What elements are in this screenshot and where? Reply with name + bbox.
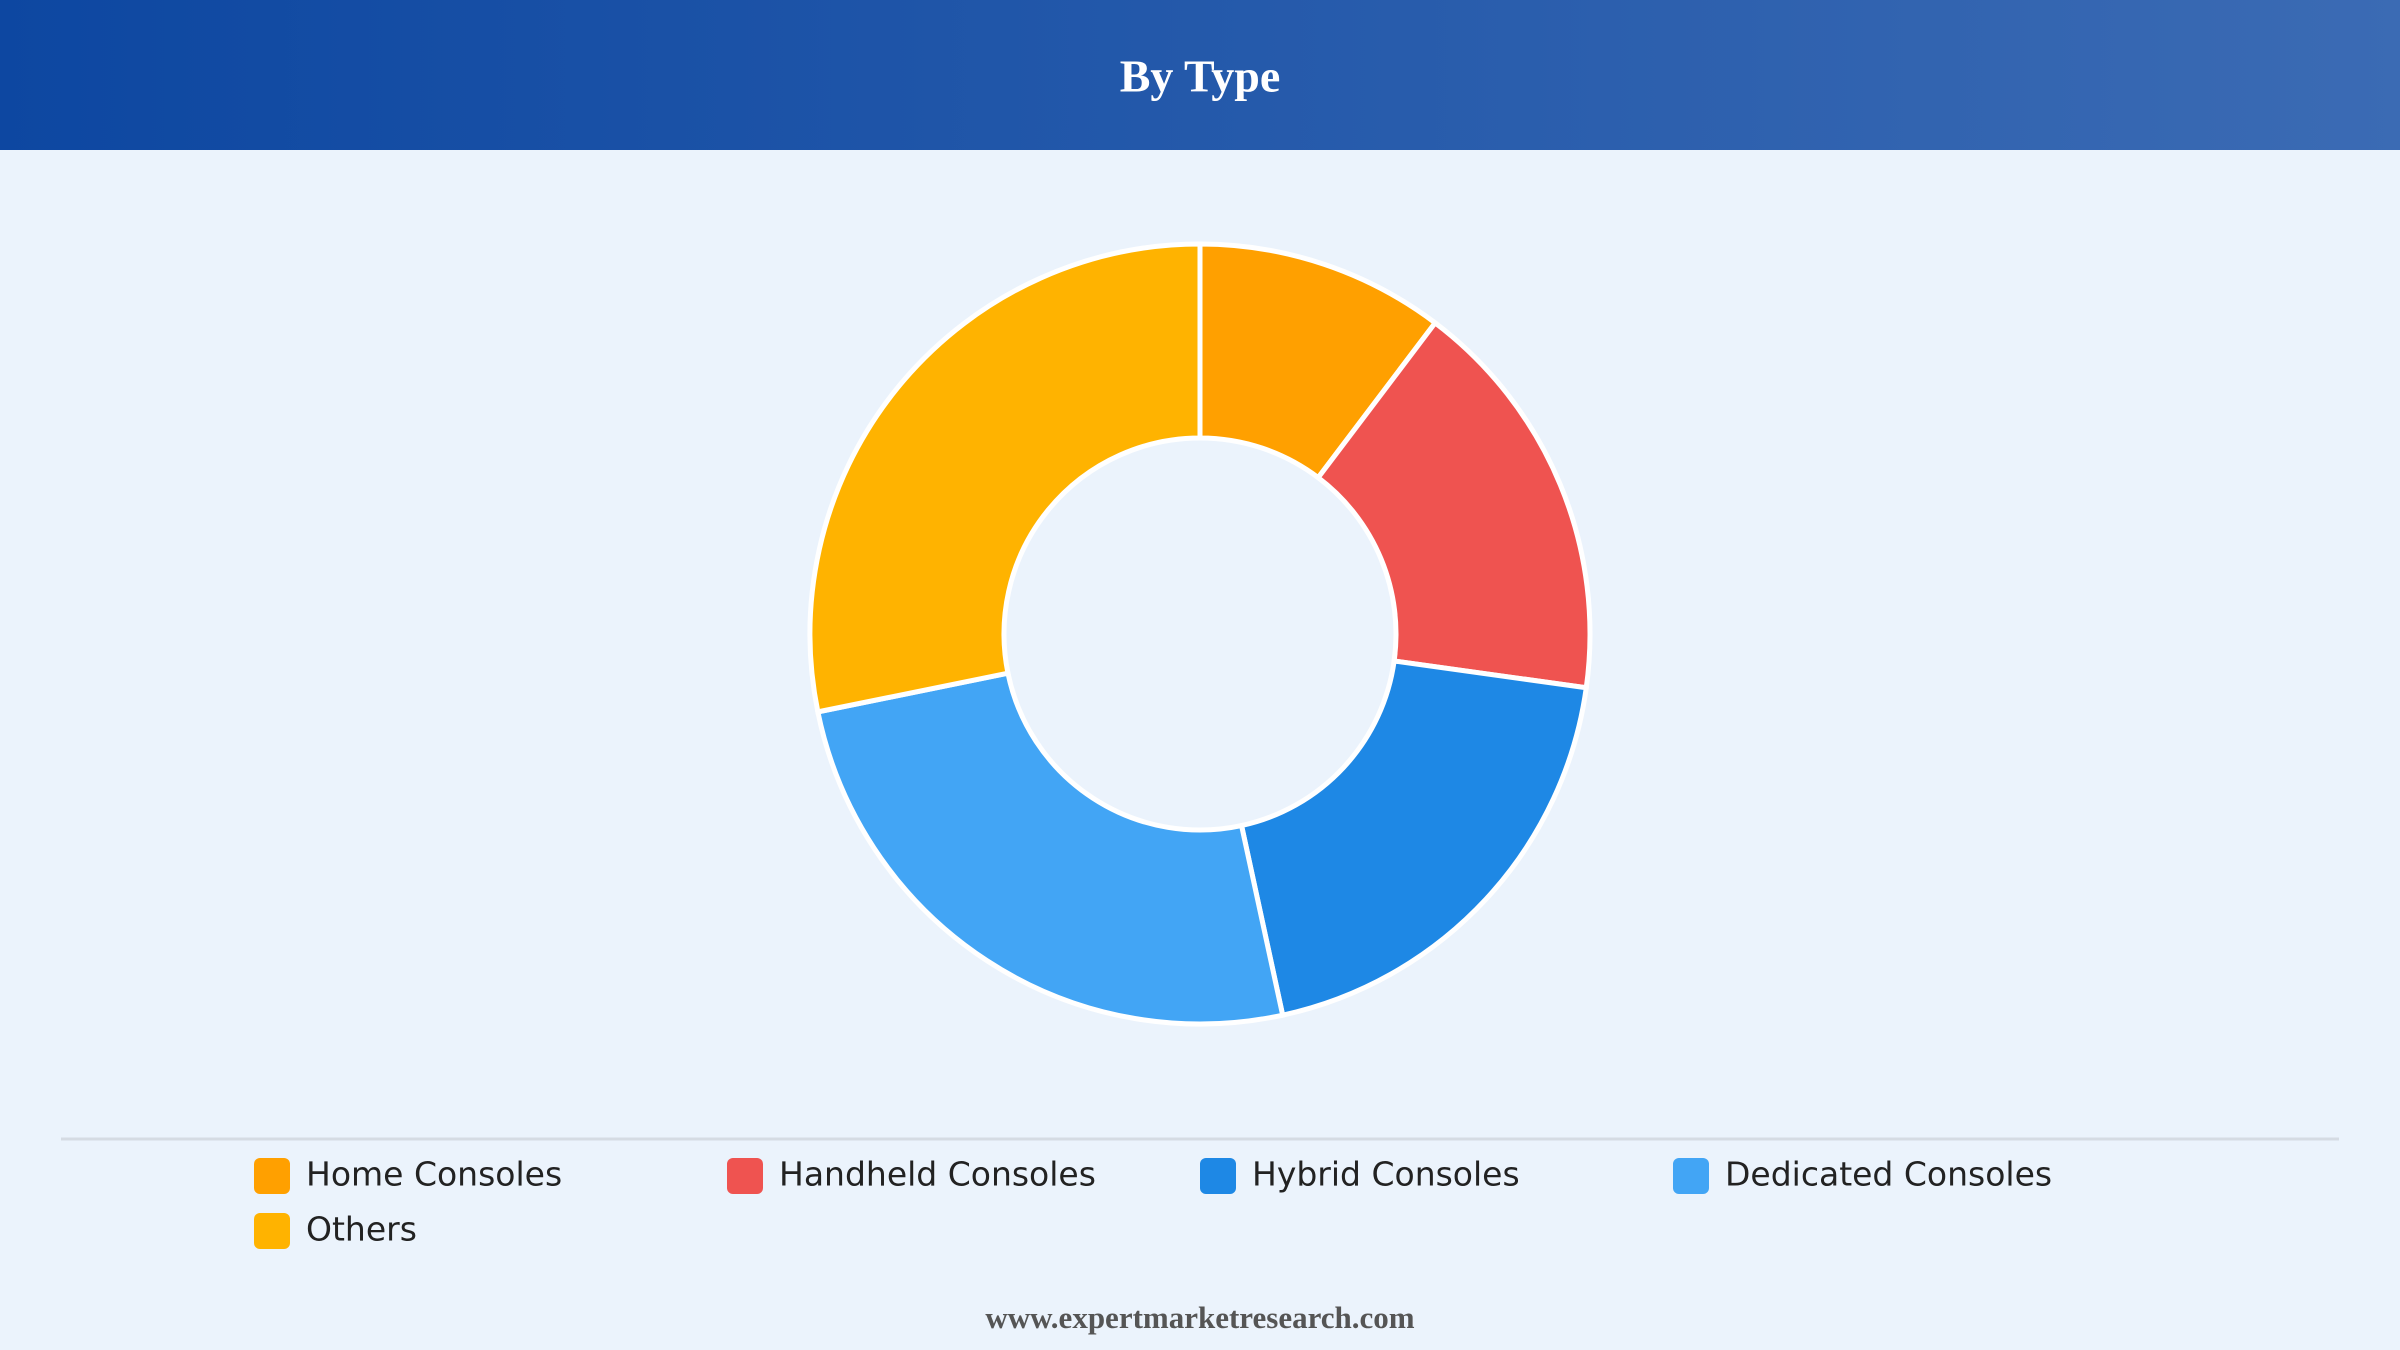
legend-swatch (1200, 1158, 1236, 1194)
header (0, 0, 2400, 150)
legend-swatch (254, 1213, 290, 1249)
legend-label: Others (306, 1210, 417, 1249)
legend-swatch (727, 1158, 763, 1194)
chart-title: By Type (1120, 51, 1281, 102)
legend-label: Hybrid Consoles (1252, 1155, 1520, 1194)
legend-label: Home Consoles (306, 1155, 562, 1194)
footer: www.expertmarketresearch.com (985, 1300, 1414, 1335)
legend-swatch (254, 1158, 290, 1194)
donut-slice (807, 241, 1203, 715)
legend-label: Handheld Consoles (779, 1155, 1096, 1194)
legend-label: Dedicated Consoles (1725, 1155, 2052, 1194)
donut-slice (1314, 319, 1593, 691)
donut-slice (1238, 658, 1590, 1019)
donut-slice (814, 670, 1286, 1027)
donut-slice (1197, 241, 1439, 482)
legend-swatch (1673, 1158, 1709, 1194)
